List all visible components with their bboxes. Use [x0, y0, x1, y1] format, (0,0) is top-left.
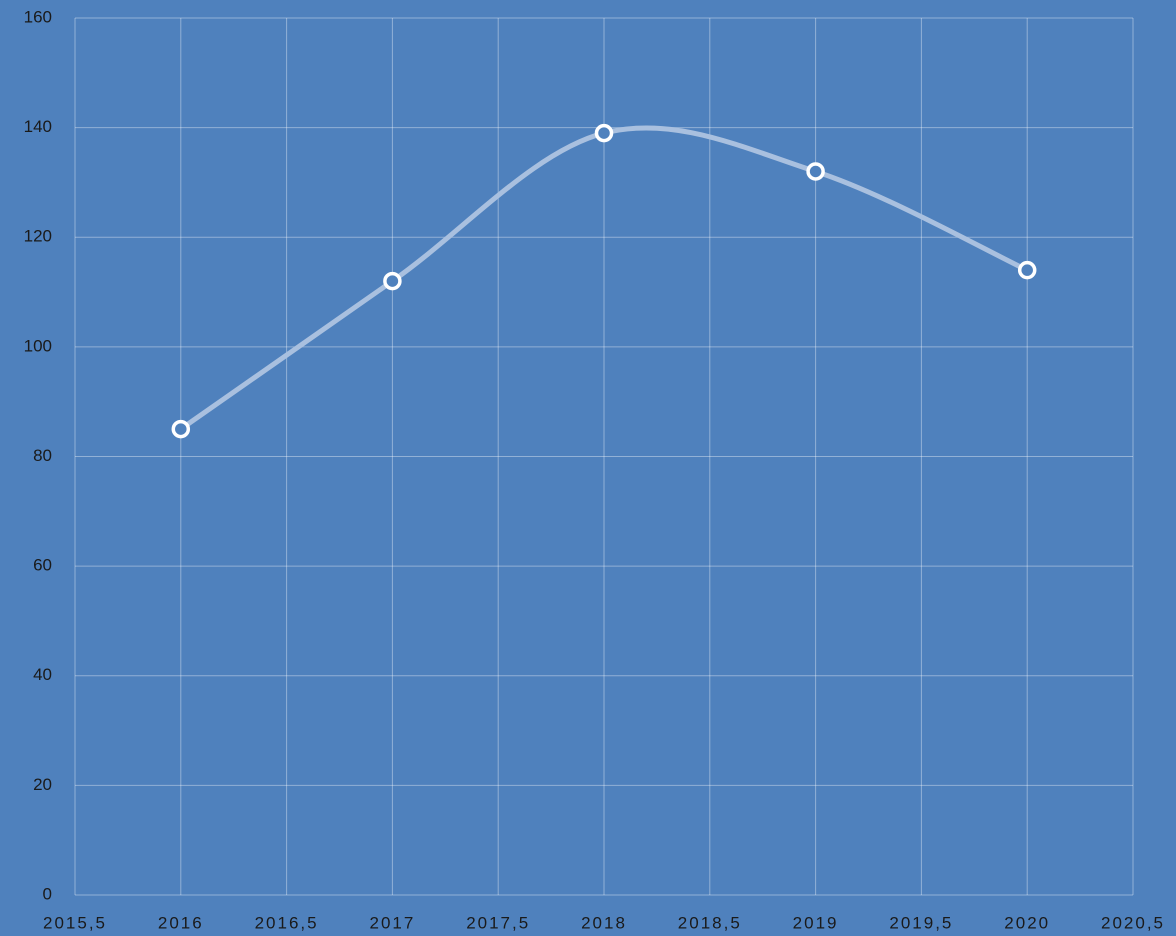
marker — [806, 162, 825, 181]
y-tick-label: 140 — [24, 117, 52, 136]
y-tick-label: 80 — [33, 446, 52, 465]
marker — [383, 271, 402, 291]
y-tick-label: 20 — [33, 775, 52, 794]
x-tick-label: 2020,5 — [1101, 913, 1165, 932]
y-tick-label: 60 — [33, 556, 52, 575]
x-tick-label: 2020 — [1004, 913, 1050, 932]
marker — [171, 419, 191, 439]
x-tick-label: 2015,5 — [43, 913, 107, 932]
x-tick-label: 2017 — [369, 913, 415, 932]
marker — [1017, 260, 1037, 280]
y-tick-label: 100 — [24, 336, 52, 355]
x-tick-label: 2018 — [581, 913, 627, 932]
x-tick-label: 2018,5 — [678, 913, 742, 932]
y-tick-label: 160 — [24, 7, 52, 26]
y-tick-label: 120 — [24, 227, 52, 246]
y-tick-label: 40 — [33, 665, 52, 684]
x-tick-label: 2019,5 — [889, 913, 953, 932]
x-tick-label: 2017,5 — [466, 913, 530, 932]
x-tick-label: 2016,5 — [255, 913, 319, 932]
x-tick-label: 2019 — [793, 913, 839, 932]
y-tick-label: 0 — [43, 884, 52, 903]
marker — [594, 123, 614, 143]
x-tick-label: 2016 — [158, 913, 204, 932]
